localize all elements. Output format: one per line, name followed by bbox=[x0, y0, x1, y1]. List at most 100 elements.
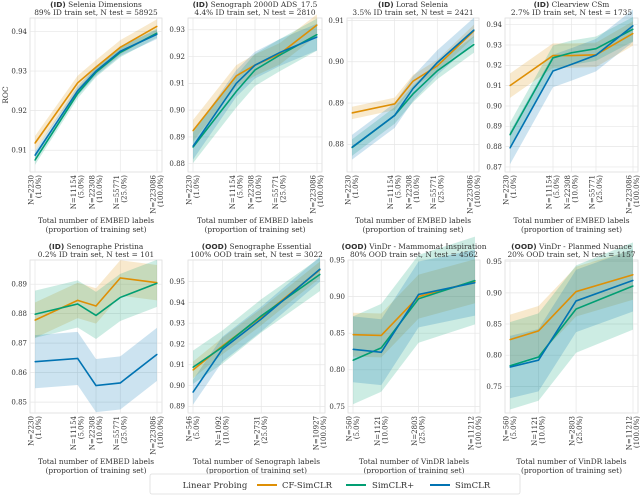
data-point bbox=[34, 142, 36, 144]
x-tick-label: (10.0%) bbox=[96, 416, 104, 444]
y-tick-label: 0.90 bbox=[169, 382, 185, 390]
y-tick-label: 0.94 bbox=[486, 21, 502, 29]
y-tick-label: 0.91 bbox=[11, 147, 27, 155]
data-point bbox=[95, 70, 97, 72]
confidence-band-simclr bbox=[353, 249, 475, 386]
data-point bbox=[254, 64, 256, 66]
x-tick-label: N=2803 bbox=[411, 416, 419, 446]
x-axis-label: (proportion of training set) bbox=[46, 466, 147, 475]
data-point bbox=[95, 305, 97, 307]
confidence-band-cf-simclr bbox=[35, 19, 157, 151]
title-text: Clearview CSm bbox=[549, 0, 609, 9]
data-point bbox=[509, 366, 511, 368]
data-point bbox=[352, 359, 354, 361]
subplot-title: (ID) Clearview CSm bbox=[534, 0, 610, 9]
y-tick-label: 0.91 bbox=[328, 17, 344, 25]
x-tick-label: N=11212 bbox=[626, 416, 634, 450]
x-tick-label: (25.0%) bbox=[596, 175, 604, 203]
y-tick-label: 0.90 bbox=[486, 289, 502, 297]
data-point bbox=[34, 313, 36, 315]
y-tick-label: 0.93 bbox=[169, 26, 185, 34]
title-prefix: (OOD) bbox=[202, 242, 227, 251]
data-point bbox=[575, 300, 577, 302]
data-point bbox=[235, 90, 237, 92]
y-tick-label: 0.89 bbox=[11, 281, 27, 289]
data-point bbox=[119, 277, 121, 279]
title-text: Senographe Essential bbox=[227, 242, 312, 251]
data-point bbox=[34, 154, 36, 156]
title-prefix: (ID) bbox=[49, 242, 65, 251]
data-point bbox=[570, 63, 573, 65]
x-tick-label: N=1121 bbox=[374, 416, 382, 446]
x-tick-label: (5.0%) bbox=[78, 175, 86, 199]
x-tick-label: (1.0%) bbox=[35, 175, 43, 199]
data-point bbox=[380, 347, 382, 349]
x-tick-label: N=560 bbox=[346, 416, 354, 441]
data-point bbox=[279, 51, 281, 54]
subplot-7: 0.750.800.850.900.95N=560 (5.0%) N=1121 (10… bbox=[329, 236, 487, 475]
title-text: Selenia Dimensions bbox=[66, 0, 142, 9]
x-tick-label: (100.0%) bbox=[157, 416, 165, 448]
x-tick-label: (10.0%) bbox=[381, 416, 389, 444]
x-tick-label: (5.0%) bbox=[510, 416, 518, 440]
data-point bbox=[509, 85, 511, 87]
data-point bbox=[156, 282, 158, 284]
data-point bbox=[473, 29, 475, 31]
x-tick-label: N=55771 bbox=[430, 175, 438, 209]
x-axis-label: Total number of EMBED labels bbox=[355, 216, 471, 225]
y-tick-label: 0.80 bbox=[486, 352, 502, 360]
y-tick-label: 0.87 bbox=[11, 340, 27, 348]
x-axis-label: (proportion of training set) bbox=[205, 225, 306, 234]
data-point bbox=[192, 391, 194, 393]
subplot-4: 0.870.880.890.900.910.920.930.94N=2230 (1… bbox=[486, 0, 640, 234]
data-point bbox=[221, 348, 223, 350]
confidence-band-simclr+ bbox=[353, 236, 475, 405]
data-point bbox=[436, 70, 438, 72]
data-point bbox=[119, 46, 121, 48]
data-point bbox=[575, 291, 577, 293]
x-tick-label: (10.0%) bbox=[538, 416, 546, 444]
data-point bbox=[77, 93, 79, 95]
x-tick-label: (25.0%) bbox=[280, 175, 288, 203]
subplot-title: (ID) Selenia Dimensions bbox=[50, 0, 142, 9]
x-tick-label: N=55771 bbox=[588, 175, 596, 209]
subplot-subtitle: 3.5% ID train set, N test = 2421 bbox=[352, 8, 473, 17]
title-text: Lorad Selenia bbox=[394, 0, 449, 9]
series-line-cf-simclr bbox=[509, 274, 634, 341]
data-point bbox=[632, 25, 634, 27]
x-axis-label: (proportion of training set) bbox=[363, 225, 464, 234]
x-tick-label: N=2731 bbox=[254, 416, 262, 446]
x-tick-label: (25.0%) bbox=[437, 175, 445, 203]
subplot-3: 0.88 0.89 0.90 0.91 N=2230 (1.0%) N=11154 (5.0%… bbox=[328, 0, 482, 234]
data-point bbox=[632, 28, 634, 30]
x-tick-label: N=22308 bbox=[406, 175, 414, 209]
x-tick-label: N=546 bbox=[186, 415, 194, 441]
data-point bbox=[570, 52, 573, 54]
x-tick-label: (5.0%) bbox=[553, 175, 561, 199]
y-tick-label: 0.92 bbox=[169, 340, 185, 348]
confidence-band-simclr bbox=[193, 23, 317, 160]
y-tick-label: 0.95 bbox=[169, 278, 185, 286]
title-prefix: (ID) bbox=[193, 0, 209, 9]
x-tick-label: N=223086 bbox=[626, 174, 634, 213]
series-line-simclr bbox=[352, 281, 476, 354]
x-axis-label: Total number of EMBED labels bbox=[513, 216, 629, 225]
data-point bbox=[352, 348, 354, 350]
y-tick-label: 0.92 bbox=[169, 53, 185, 61]
x-tick-label: (100.0%) bbox=[475, 416, 483, 448]
confidence-band-simclr bbox=[510, 9, 633, 165]
data-point bbox=[77, 90, 79, 92]
data-point bbox=[95, 66, 97, 68]
y-tick-label: 0.80 bbox=[329, 366, 345, 374]
data-point bbox=[221, 346, 223, 348]
x-tick-label: (5.0%) bbox=[236, 175, 244, 199]
x-axis-label: Total number of Senograph labels bbox=[193, 457, 320, 466]
data-point bbox=[537, 330, 540, 332]
data-point bbox=[509, 134, 511, 136]
y-tick-label: 0.90 bbox=[486, 102, 502, 110]
x-tick-label: (1.0%) bbox=[193, 175, 201, 199]
x-tick-label: (10.0%) bbox=[255, 175, 263, 203]
data-point bbox=[119, 382, 121, 384]
y-tick-label: 0.90 bbox=[328, 58, 344, 66]
data-point bbox=[595, 54, 597, 56]
